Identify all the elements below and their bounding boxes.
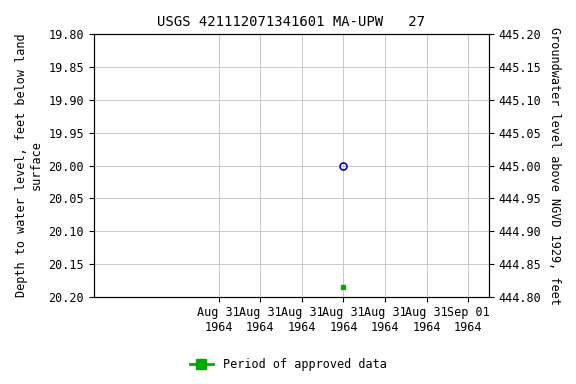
Y-axis label: Groundwater level above NGVD 1929, feet: Groundwater level above NGVD 1929, feet: [548, 26, 561, 305]
Y-axis label: Depth to water level, feet below land
surface: Depth to water level, feet below land su…: [15, 34, 43, 297]
Legend: Period of approved data: Period of approved data: [185, 354, 391, 376]
Title: USGS 421112071341601 MA-UPW   27: USGS 421112071341601 MA-UPW 27: [157, 15, 426, 29]
